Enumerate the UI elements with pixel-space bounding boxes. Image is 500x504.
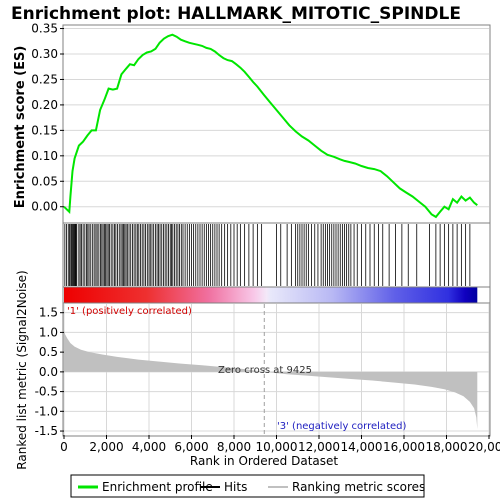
ranking-metric-area	[64, 330, 478, 430]
es-y-tick-label: 0.15	[31, 123, 58, 137]
es-gridlines	[64, 28, 489, 208]
metric-y-axis-label: Ranked list metric (Signal2Noise)	[15, 270, 29, 469]
metric-x-tick-label: 8,000	[217, 440, 251, 454]
metric-x-tick-label: 2,000	[89, 440, 123, 454]
es-y-tick-label: 0.00	[31, 200, 58, 214]
metric-x-axis: 0 2,000 4,000 6,000 8,000 10,000 12,000 14,000 1…	[60, 435, 500, 454]
metric-y-tick-label: -1.0	[35, 404, 58, 418]
es-y-tick-label: 0.20	[31, 98, 58, 112]
metric-y-tick-label: 0.0	[39, 365, 58, 379]
metric-y-tick-label: -1.5	[35, 424, 58, 438]
legend: Enrichment profile Hits Ranking metric sco…	[78, 480, 425, 494]
es-plot-area	[62, 24, 491, 224]
metric-x-tick-label: 14,000	[341, 440, 383, 454]
metric-x-tick-label: 0	[60, 440, 68, 454]
metric-x-tick-label: 16,000	[383, 440, 425, 454]
metric-x-tick-label: 20,000	[468, 440, 500, 454]
metric-x-tick-label: 12,000	[298, 440, 340, 454]
legend-label: Ranking metric scores	[292, 480, 425, 494]
hits-markers	[64, 224, 471, 286]
x-axis-label: Rank in Ordered Dataset	[190, 454, 338, 468]
metric-x-tick-label: 18,000	[426, 440, 468, 454]
positive-correlation-label: '1' (positively correlated)	[67, 306, 192, 317]
zero-cross-label: Zero cross at 9425	[218, 365, 312, 376]
es-y-tick-label: 0.25	[31, 72, 58, 86]
negative-correlation-label: '3' (negatively correlated)	[277, 421, 406, 432]
metric-x-tick-label: 4,000	[132, 440, 166, 454]
metric-y-tick-label: 1.5	[39, 306, 58, 320]
enrichment-profile-line	[63, 33, 478, 219]
es-y-axis: 0.00 0.05 0.10 0.15 0.20 0.25 0.30 0.35	[31, 22, 64, 214]
legend-label: Hits	[224, 480, 247, 494]
metric-y-axis: -1.5 -1.0 -0.5 0.0 0.5 1.0 1.5	[35, 306, 64, 438]
metric-x-tick-label: 10,000	[256, 440, 298, 454]
metric-x-tick-label: 6,000	[174, 440, 208, 454]
es-y-tick-label: 0.30	[31, 47, 58, 61]
metric-y-tick-label: 1.0	[39, 325, 58, 339]
es-y-axis-label: Enrichment score (ES)	[13, 46, 28, 209]
legend-box	[70, 474, 425, 498]
metric-y-tick-label: 0.5	[39, 345, 58, 359]
metric-y-tick-label: -0.5	[35, 385, 58, 399]
es-y-tick-label: 0.10	[31, 149, 58, 163]
legend-label: Enrichment profile	[102, 480, 213, 494]
es-y-tick-label: 0.35	[31, 22, 58, 36]
rank-heatmap-bar	[64, 287, 478, 303]
es-y-tick-label: 0.05	[31, 174, 58, 188]
chart-title: Enrichment plot: HALLMARK_MITOTIC_SPINDL…	[11, 4, 461, 24]
